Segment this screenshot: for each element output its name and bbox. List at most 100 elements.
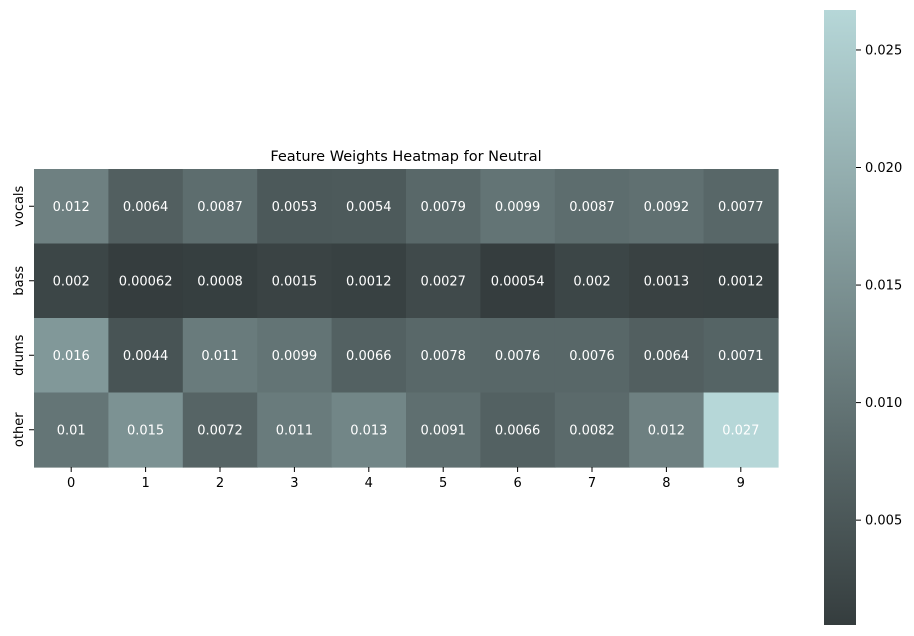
cell-label: 0.012 — [648, 423, 685, 438]
x-tick-label: 5 — [439, 476, 447, 491]
cell-label: 0.0054 — [346, 200, 392, 215]
cell-label: 0.0082 — [569, 423, 615, 438]
cell-label: 0.0099 — [495, 200, 541, 215]
heatmap-cell — [257, 392, 333, 468]
heatmap-cell — [406, 243, 481, 319]
heatmap-cell — [480, 392, 556, 468]
cell-label: 0.0015 — [272, 274, 318, 289]
heatmap-cell — [331, 169, 407, 245]
x-tick-label: 4 — [365, 476, 373, 491]
heatmap-cell — [182, 169, 258, 245]
x-tick-label: 1 — [141, 476, 149, 491]
x-tick-label: 9 — [737, 476, 745, 491]
heatmap-cell — [34, 318, 109, 394]
heatmap-cell — [629, 392, 705, 468]
chart-title: Feature Weights Heatmap for Neutral — [270, 149, 541, 165]
cell-label: 0.0044 — [123, 349, 169, 364]
y-tick-label: drums — [12, 334, 27, 375]
cell-label: 0.0078 — [420, 349, 466, 364]
heatmap-cell — [34, 243, 109, 319]
heatmap-cell — [703, 318, 779, 394]
cell-label: 0.0012 — [346, 274, 392, 289]
cell-label: 0.0064 — [123, 200, 169, 215]
heatmap-cell — [629, 169, 705, 245]
cell-label: 0.011 — [201, 349, 238, 364]
heatmap-cell — [108, 243, 184, 319]
cell-label: 0.0071 — [718, 349, 764, 364]
cell-label: 0.0099 — [272, 349, 318, 364]
colorbar-tick-label: 0.005 — [865, 514, 902, 529]
heatmap-cell — [182, 243, 258, 319]
cell-label: 0.015 — [127, 423, 164, 438]
x-tick-label: 3 — [290, 476, 298, 491]
cell-label: 0.0066 — [346, 349, 392, 364]
heatmap-cell — [406, 318, 481, 394]
heatmap-cell — [629, 243, 705, 319]
colorbar-tick-label: 0.010 — [865, 396, 902, 411]
cell-label: 0.011 — [276, 423, 313, 438]
heatmap-cell — [331, 243, 407, 319]
heatmap-cell — [406, 392, 481, 468]
heatmap-cell — [703, 243, 779, 319]
colorbar-ticks: 0.005 0.010 0.015 0.020 0.025 — [856, 43, 902, 529]
cell-label: 0.0012 — [718, 274, 764, 289]
colorbar-tick-label: 0.025 — [865, 43, 902, 58]
cell-label: 0.0087 — [197, 200, 243, 215]
heatmap-cell — [108, 169, 184, 245]
heatmap-cell — [108, 392, 184, 468]
heatmap-cell — [480, 169, 556, 245]
heatmap-cell — [331, 392, 407, 468]
cell-label: 0.016 — [53, 349, 90, 364]
cell-label: 0.00054 — [491, 274, 545, 289]
heatmap-cell — [108, 318, 184, 394]
cell-label: 0.027 — [722, 423, 759, 438]
cell-label: 0.002 — [53, 274, 90, 289]
heatmap-cell — [480, 243, 556, 319]
y-tick-label: other — [12, 412, 27, 447]
heatmap-cell — [406, 169, 481, 245]
heatmap-cell — [703, 169, 779, 245]
heatmap-cell — [257, 318, 333, 394]
x-tick-label: 6 — [513, 476, 521, 491]
heatmap-cell — [257, 243, 333, 319]
heatmap-cell — [34, 169, 109, 245]
heatmap-cell — [182, 392, 258, 468]
colorbar: 0.005 0.010 0.015 0.020 0.025 — [824, 10, 902, 625]
heatmap-cell — [703, 392, 779, 468]
cell-label: 0.013 — [350, 423, 387, 438]
heatmap-cell — [257, 169, 333, 245]
heatmap-cell — [34, 392, 109, 468]
cell-label: 0.0027 — [420, 274, 466, 289]
cell-label: 0.0053 — [272, 200, 318, 215]
cell-label: 0.002 — [573, 274, 610, 289]
heatmap-cell — [182, 318, 258, 394]
heatmap-cell — [629, 318, 705, 394]
cell-label: 0.0013 — [644, 274, 690, 289]
heatmap-cell — [554, 169, 630, 245]
cell-label: 0.0092 — [644, 200, 690, 215]
y-tick-label: vocals — [12, 185, 27, 226]
cell-label: 0.0064 — [644, 349, 690, 364]
cell-label: 0.01 — [57, 423, 86, 438]
heatmap-cell — [554, 318, 630, 394]
x-tick-label: 8 — [662, 476, 670, 491]
cell-label: 0.0072 — [197, 423, 243, 438]
heatmap-cells: 0.012 0.0064 0.0087 0.0053 0.0054 0.0079 0.009… — [34, 169, 779, 468]
colorbar-tick-label: 0.020 — [865, 161, 902, 176]
colorbar-gradient — [824, 10, 856, 625]
heatmap-cell — [331, 318, 407, 394]
x-tick-label: 7 — [588, 476, 596, 491]
cell-label: 0.0087 — [569, 200, 615, 215]
cell-label: 0.0076 — [569, 349, 615, 364]
cell-label: 0.00062 — [119, 274, 173, 289]
cell-label: 0.0091 — [420, 423, 466, 438]
y-axis: vocals bass drums other — [12, 185, 34, 447]
heatmap-cell — [554, 392, 630, 468]
x-axis: 0 1 2 3 4 5 6 7 8 9 — [67, 467, 745, 491]
cell-label: 0.0008 — [197, 274, 243, 289]
cell-label: 0.0077 — [718, 200, 764, 215]
colorbar-tick-label: 0.015 — [865, 279, 902, 294]
cell-label: 0.0066 — [495, 423, 541, 438]
y-tick-label: bass — [12, 266, 27, 296]
